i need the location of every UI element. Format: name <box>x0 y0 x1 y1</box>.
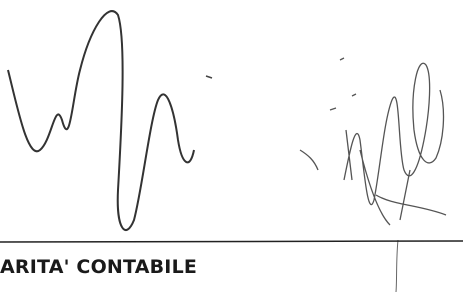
signature-left <box>8 11 194 230</box>
signature-right <box>300 58 446 225</box>
signature-dash <box>206 76 212 78</box>
section-label: ARITA' CONTABILE <box>0 256 197 278</box>
signature-stroke <box>396 240 398 292</box>
document-page: ARITA' CONTABILE {"footer": {"label": "A… <box>0 0 463 292</box>
rule-line <box>0 241 463 242</box>
signature-area <box>0 0 463 292</box>
